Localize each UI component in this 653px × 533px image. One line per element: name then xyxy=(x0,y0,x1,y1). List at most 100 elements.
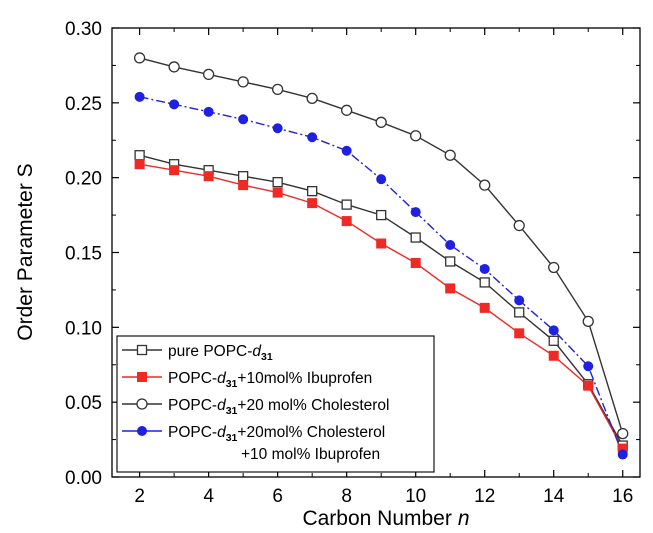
y-axis-label: Order Parameter S xyxy=(14,163,37,340)
legend-label-subscript: 31 xyxy=(226,432,238,444)
data-point-series-3 xyxy=(445,240,456,251)
data-point-series-3 xyxy=(548,325,559,336)
x-axis-label-text: Carbon Number xyxy=(302,507,451,530)
data-point-series-3 xyxy=(272,123,283,134)
legend-label-prefix: pure POPC- xyxy=(168,343,252,360)
data-point-series-0 xyxy=(341,199,352,210)
series-markers xyxy=(133,52,629,460)
data-point-series-0 xyxy=(514,307,525,318)
data-point-series-1 xyxy=(341,216,352,227)
y-tick-label: 0.05 xyxy=(65,393,102,414)
data-point-series-2 xyxy=(341,104,353,116)
x-axis-label: Carbon Number n xyxy=(302,507,469,530)
x-tick-label: 4 xyxy=(203,486,214,507)
legend-marker-1 xyxy=(137,372,147,382)
legend-label-1: POPC-d31+10mol% Ibuprofen xyxy=(168,370,372,390)
data-point-series-2 xyxy=(202,68,215,81)
data-point-series-1 xyxy=(238,180,249,191)
data-point-series-0 xyxy=(307,185,318,197)
data-point-series-2 xyxy=(617,427,629,440)
data-point-series-1 xyxy=(169,165,180,176)
data-point-series-0 xyxy=(410,232,421,243)
data-point-series-2 xyxy=(271,83,284,96)
y-tick-label: 0.20 xyxy=(65,169,102,190)
legend-label-suffix: +10mol% Ibuprofen xyxy=(237,370,372,387)
legend-label-0: pure POPC-d31 xyxy=(168,343,273,363)
legend-label-suffix: +20mol% Cholesterol xyxy=(237,424,385,441)
data-point-series-0 xyxy=(134,150,145,161)
data-point-series-2 xyxy=(410,130,422,142)
data-point-series-1 xyxy=(410,257,421,268)
legend-marker-2 xyxy=(136,398,148,410)
data-point-series-1 xyxy=(307,198,318,209)
data-point-series-3 xyxy=(617,449,628,460)
y-tick-label: 0.15 xyxy=(65,244,102,265)
data-point-series-1 xyxy=(445,283,456,294)
legend-label-d: d xyxy=(217,370,227,387)
data-point-series-3 xyxy=(203,106,214,117)
data-point-series-3 xyxy=(376,174,387,185)
data-point-series-1 xyxy=(272,187,283,198)
x-tick-label: 2 xyxy=(134,486,145,507)
data-point-series-3 xyxy=(169,99,180,110)
data-point-series-2 xyxy=(444,149,456,161)
x-tick-label: 6 xyxy=(272,486,283,507)
x-axis-variable: n xyxy=(458,507,470,530)
data-point-series-2 xyxy=(375,116,387,128)
legend-label-d: d xyxy=(217,397,227,414)
data-point-series-1 xyxy=(134,159,145,170)
x-tick-label: 14 xyxy=(543,486,565,507)
x-tick-label: 10 xyxy=(405,486,426,507)
data-point-series-3 xyxy=(307,132,318,143)
data-point-series-3 xyxy=(134,91,145,102)
data-point-series-3 xyxy=(583,361,594,372)
legend-label-d: d xyxy=(217,424,227,441)
legend-label-subscript: 31 xyxy=(226,378,238,390)
data-point-series-3 xyxy=(514,295,525,306)
data-point-series-2 xyxy=(237,76,249,88)
data-point-series-1 xyxy=(514,328,525,339)
plot-frame xyxy=(111,27,641,478)
data-point-series-0 xyxy=(479,277,490,288)
legend-label-d: d xyxy=(252,343,262,360)
x-tick-label: 16 xyxy=(612,486,633,507)
data-point-series-1 xyxy=(548,350,559,361)
legend-label-prefix: POPC- xyxy=(168,397,217,414)
legend-label-prefix: POPC- xyxy=(168,424,217,441)
legend-label-3: POPC-d31+20mol% Cholesterol xyxy=(168,424,385,444)
data-point-series-2 xyxy=(582,315,594,327)
data-point-series-0 xyxy=(272,177,283,188)
x-tick-label: 12 xyxy=(474,486,495,507)
legend-label-suffix: +20 mol% Cholesterol xyxy=(237,397,389,414)
data-point-series-2 xyxy=(548,261,560,274)
legend-marker-0 xyxy=(136,344,148,356)
x-tick-label: 8 xyxy=(341,486,352,507)
data-point-series-0 xyxy=(548,335,559,346)
legend-label-2: POPC-d31+20 mol% Cholesterol xyxy=(168,397,389,417)
data-point-series-3 xyxy=(479,263,490,274)
data-point-series-3 xyxy=(238,114,249,125)
data-point-series-0 xyxy=(376,209,387,221)
data-point-series-1 xyxy=(376,238,387,249)
data-point-series-1 xyxy=(583,380,594,391)
legend-label-prefix: POPC- xyxy=(168,370,217,387)
data-point-series-1 xyxy=(479,302,490,313)
data-point-series-3 xyxy=(410,207,421,218)
data-point-series-2 xyxy=(479,179,491,191)
legend-marker-3 xyxy=(137,426,147,436)
data-point-series-2 xyxy=(168,61,180,73)
y-tick-label: 0.10 xyxy=(65,318,102,339)
legend-label-subscript: 31 xyxy=(226,405,238,417)
legend-label-subscript: 31 xyxy=(261,351,273,363)
data-point-series-1 xyxy=(203,171,214,182)
y-tick-label: 0.25 xyxy=(65,94,102,115)
y-tick-label: 0.30 xyxy=(65,19,102,40)
data-point-series-3 xyxy=(341,145,352,156)
data-point-series-2 xyxy=(306,92,318,104)
data-point-series-0 xyxy=(445,256,456,267)
data-point-series-2 xyxy=(133,52,146,64)
y-tick-label: 0.00 xyxy=(65,468,102,489)
tick-labels: 2 4 6 8 10 12 14 16 0.00 0.05 0.10 0.15 0.20 0.25 0.30 xyxy=(65,19,633,507)
